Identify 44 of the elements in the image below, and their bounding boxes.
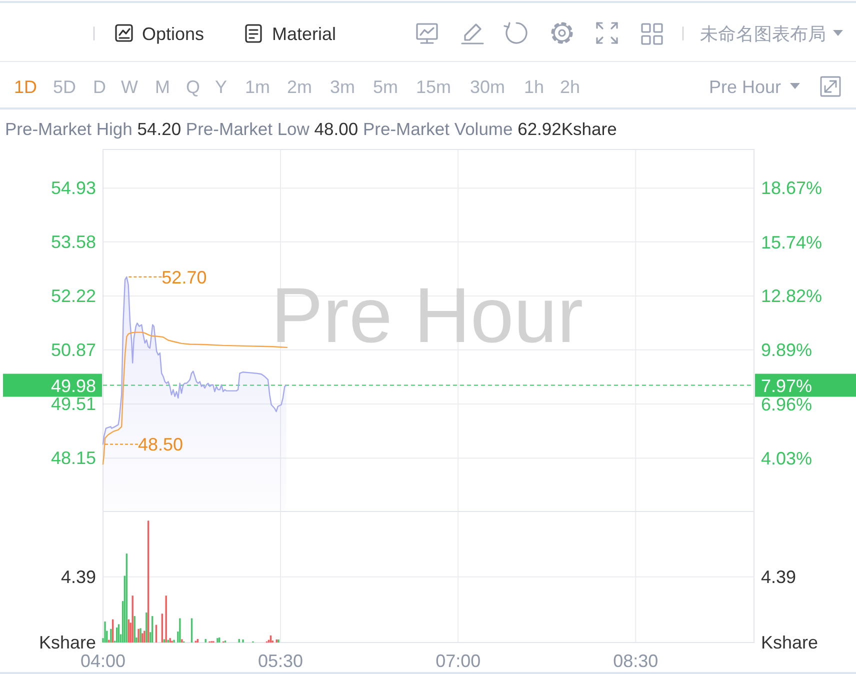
text: 2m [287, 77, 312, 97]
chart-subtitle: Pre-Market High 54.20 Pre-Market Low 48.00 Pre-Market Volume 62.92Kshare [5, 119, 617, 139]
y-tick-label: 49.51 [50, 394, 96, 414]
text: 4.39 [60, 566, 96, 587]
annotation: 7.97% [761, 376, 812, 396]
text: Q [186, 77, 200, 97]
text: Pre Hour [709, 77, 782, 97]
text: Options [142, 24, 204, 44]
text: 15m [416, 77, 452, 97]
x-tick-label: 08:30 [613, 651, 658, 671]
text: W [121, 77, 138, 97]
text: D [93, 77, 106, 97]
x-tick-label: 05:30 [258, 651, 304, 671]
ref-line-label: 49.98 [50, 376, 96, 396]
y-tick-label: 53.58 [50, 232, 96, 252]
annotation: 48.50 [138, 434, 184, 455]
y2-tick-label: 12.82% [761, 286, 822, 306]
text: 3m [330, 77, 356, 97]
text: 1h [524, 77, 544, 97]
x-tick-label: 04:00 [80, 651, 126, 671]
y-tick-label: 50.87 [50, 340, 96, 360]
y-tick-label: 48.15 [50, 448, 96, 468]
text: Y [215, 77, 228, 97]
y2-axis-title: Kshare [761, 632, 818, 652]
text: 1m [245, 77, 270, 97]
y2-tick-label: 4.03% [761, 448, 812, 468]
annotation: 52.70 [162, 267, 207, 288]
y2-tick-label: 18.67% [761, 178, 822, 198]
text: 1D [14, 77, 38, 97]
text: 30m [470, 77, 506, 97]
y-tick-label: 54.93 [50, 178, 96, 198]
y-axis-title: Kshare [38, 632, 96, 652]
y2-tick-label: 9.89% [761, 340, 812, 360]
text: Material [272, 24, 336, 44]
text: M [155, 77, 170, 97]
text: 2h [560, 77, 580, 97]
y2-tick-label: 15.74% [761, 232, 822, 252]
text: 5D [53, 77, 76, 97]
x-tick-label: 07:00 [436, 651, 481, 671]
y-tick-label: 52.22 [50, 286, 96, 306]
text: 4.39 [761, 566, 796, 587]
text: 未命名图表布局 [700, 24, 826, 44]
text: 5m [373, 77, 398, 97]
y2-tick-label: 6.96% [761, 394, 812, 414]
